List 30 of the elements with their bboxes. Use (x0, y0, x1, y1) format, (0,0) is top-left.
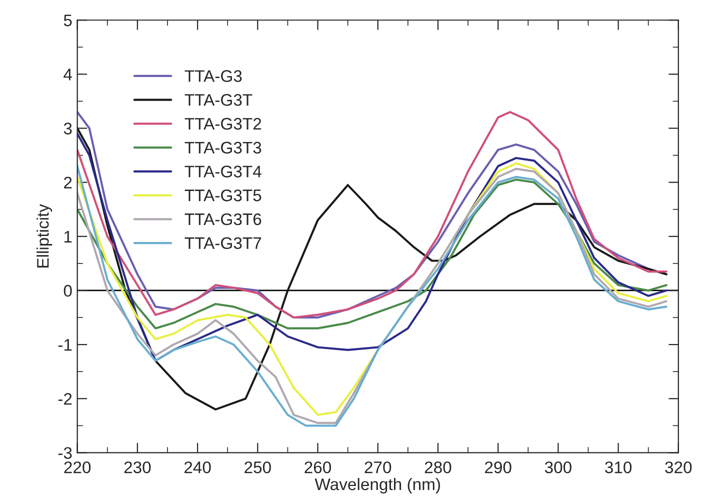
x-tick-label: 280 (424, 461, 452, 474)
legend-label: TTA-G3T3 (184, 142, 262, 154)
legend-label: TTA-G3T4 (184, 166, 262, 178)
legend-label: TTA-G3T6 (184, 213, 262, 226)
x-tick-label: 300 (544, 461, 572, 474)
y-tick-label: -3 (58, 447, 72, 459)
legend-label: TTA-G3T2 (184, 118, 262, 130)
legend-label: TTA-G3 (184, 70, 242, 82)
x-tick-label: 240 (184, 461, 211, 474)
y-tick-label: 2 (64, 176, 72, 188)
legend-label: TTA-G3T5 (184, 190, 262, 202)
x-tick-label: 220 (64, 461, 91, 474)
x-tick-label: 310 (605, 461, 632, 474)
y-tick-label: -1 (58, 339, 72, 351)
x-tick-label: 270 (364, 461, 392, 474)
y-tick-label: 1 (64, 230, 72, 242)
x-tick-label: 230 (124, 461, 151, 474)
x-tick-label: 250 (244, 461, 271, 474)
y-tick-label: 4 (64, 68, 72, 80)
x-axis-title: Wavelength (nm) (314, 478, 440, 494)
x-tick-label: 290 (485, 461, 512, 474)
legend-label: TTA-G3T7 (184, 237, 262, 250)
x-tick-label: 260 (304, 461, 332, 474)
legend-label: TTA-G3T (184, 94, 252, 106)
y-tick-label: 3 (64, 122, 72, 134)
y-tick-label: -2 (58, 393, 72, 405)
x-tick-label: 320 (665, 461, 692, 474)
y-tick-label: 0 (64, 284, 72, 297)
y-axis-title: Ellipticity (36, 204, 52, 268)
y-tick-label: 5 (64, 14, 72, 26)
